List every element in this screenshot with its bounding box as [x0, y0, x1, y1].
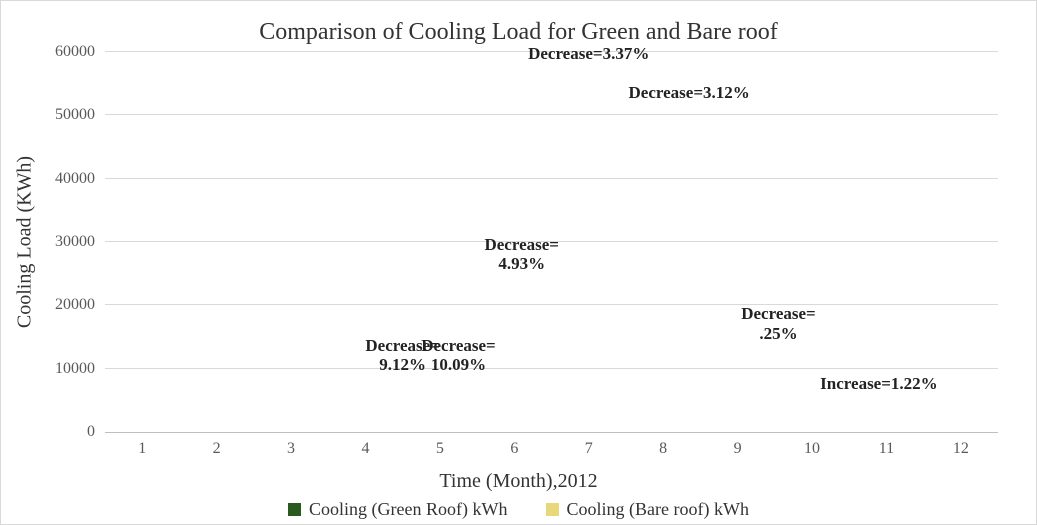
y-tick-label: 60000	[55, 43, 105, 61]
month-slot: 4	[328, 52, 402, 432]
gridline	[105, 304, 998, 305]
month-slot: 3	[254, 52, 328, 432]
y-axis-title: Cooling Load (KWh)	[14, 156, 37, 328]
annotation-label: Decrease=10.09%	[421, 336, 496, 375]
annotation-label: Decrease=4.93%	[484, 235, 559, 274]
legend-item: Cooling (Green Roof) kWh	[288, 499, 507, 520]
month-slot: 7	[552, 52, 626, 432]
plot-area: 123456789101112 010000200003000040000500…	[105, 52, 998, 433]
month-slot: 8	[626, 52, 700, 432]
y-tick-label: 0	[87, 423, 105, 441]
gridline	[105, 368, 998, 369]
legend-swatch	[288, 503, 301, 516]
x-axis-title: Time (Month),2012	[19, 470, 1018, 493]
x-tick-label: 10	[804, 432, 820, 458]
x-tick-label: 9	[734, 432, 742, 458]
y-tick-label: 10000	[55, 360, 105, 378]
legend: Cooling (Green Roof) kWh Cooling (Bare ro…	[19, 499, 1018, 520]
y-tick-label: 50000	[55, 106, 105, 124]
x-tick-label: 12	[953, 432, 969, 458]
y-tick-label: 40000	[55, 170, 105, 188]
x-tick-label: 8	[659, 432, 667, 458]
x-tick-label: 2	[213, 432, 221, 458]
annotation-label: Decrease=3.37%	[528, 44, 649, 64]
gridline	[105, 114, 998, 115]
chart-frame: Comparison of Cooling Load for Green and…	[0, 0, 1037, 525]
annotation-label: Decrease=.25%	[741, 304, 816, 343]
x-tick-label: 6	[510, 432, 518, 458]
x-tick-label: 11	[879, 432, 894, 458]
month-slot: 2	[179, 52, 253, 432]
legend-label: Cooling (Bare roof) kWh	[567, 499, 749, 520]
legend-label: Cooling (Green Roof) kWh	[309, 499, 507, 520]
x-tick-label: 4	[361, 432, 369, 458]
gridline	[105, 178, 998, 179]
legend-item: Cooling (Bare roof) kWh	[546, 499, 749, 520]
y-tick-label: 30000	[55, 233, 105, 251]
x-tick-label: 7	[585, 432, 593, 458]
x-tick-label: 1	[138, 432, 146, 458]
annotation-label: Decrease=3.12%	[629, 83, 750, 103]
y-tick-label: 20000	[55, 296, 105, 314]
x-axis-row	[19, 432, 1018, 466]
chart-zone: Cooling Load (KWh) 123456789101112 01000…	[19, 52, 1018, 432]
legend-swatch	[546, 503, 559, 516]
month-slot: 9	[700, 52, 774, 432]
x-tick-label: 5	[436, 432, 444, 458]
month-slot: 5	[403, 52, 477, 432]
x-tick-label: 3	[287, 432, 295, 458]
annotation-label: Increase=1.22%	[820, 374, 938, 394]
chart-title: Comparison of Cooling Load for Green and…	[19, 19, 1018, 46]
month-slot: 1	[105, 52, 179, 432]
